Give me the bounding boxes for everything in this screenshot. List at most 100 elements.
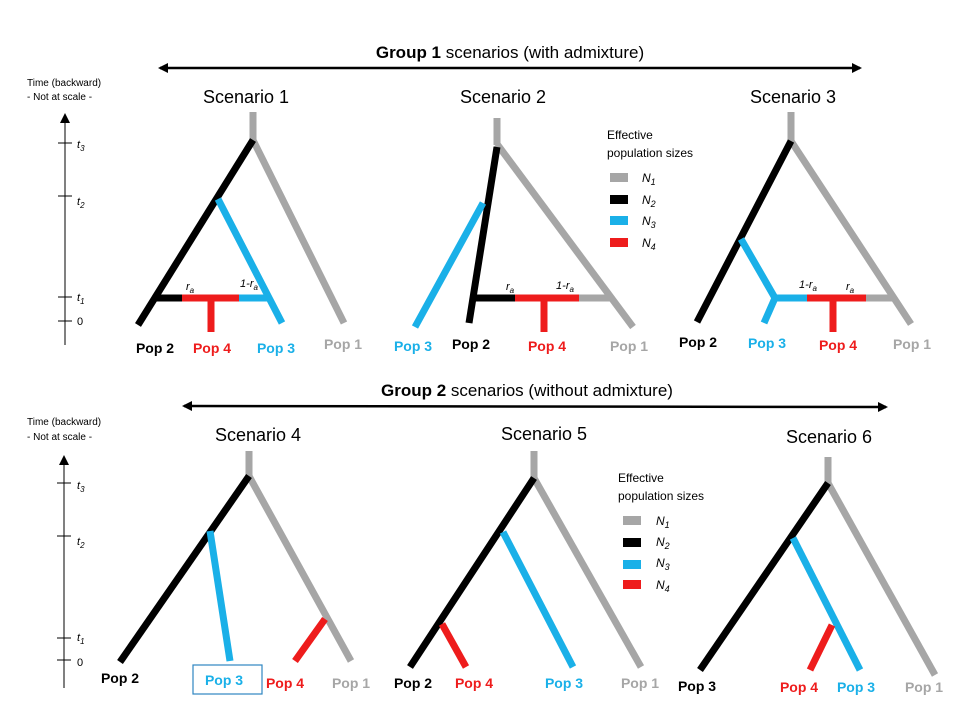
pop-label: Pop 3 xyxy=(748,335,786,351)
legend-swatch xyxy=(623,560,641,569)
time-axis-1: Time (backward) - Not at scale - t3 t2 t… xyxy=(27,78,101,345)
branch-pop2 xyxy=(693,139,795,324)
pop-label: Pop 1 xyxy=(610,338,648,354)
pop-label: Pop 2 xyxy=(679,334,717,350)
pop-label: Pop 4 xyxy=(780,679,818,695)
tick-zero: 0 xyxy=(77,657,83,669)
pop-label: Pop 3 xyxy=(678,678,716,694)
scenario-2-title: Scenario 2 xyxy=(460,87,546,107)
pop-label: Pop 1 xyxy=(893,336,931,352)
legend-swatch xyxy=(623,580,641,589)
branch-pop1 xyxy=(249,138,348,325)
branch-pop1 xyxy=(788,139,914,326)
time-axis-subtitle: - Not at scale - xyxy=(27,432,92,443)
tick-t2: t2 xyxy=(77,196,85,210)
branch-pop4 xyxy=(806,623,836,672)
scenario-4: Scenario 4 Pop 2 Pop 3 Pop 4 Pop 1 xyxy=(101,425,370,695)
legend-swatch xyxy=(610,195,628,204)
legend-label: N2 xyxy=(642,193,656,209)
branch-pop2 xyxy=(407,476,537,669)
time-axis-subtitle: - Not at scale - xyxy=(27,92,92,103)
scenario-5: Scenario 5 Pop 2 Pop 4 Pop 3 Pop 1 xyxy=(394,424,659,691)
branch-pop1 xyxy=(530,476,645,669)
scenario-6-title: Scenario 6 xyxy=(786,427,872,447)
pop-label: Pop 4 xyxy=(266,675,304,691)
branch-pop1 xyxy=(824,481,939,677)
scenario-5-title: Scenario 5 xyxy=(501,424,587,444)
tick-t3: t3 xyxy=(77,480,85,494)
rate-ra: ra xyxy=(506,281,515,295)
pop-label: Pop 2 xyxy=(136,340,174,356)
highlight-box xyxy=(192,664,263,695)
legend-label: N1 xyxy=(656,514,670,530)
tick-t2: t2 xyxy=(77,536,85,550)
legend-title: Effective xyxy=(618,471,664,485)
pop-label: Pop 1 xyxy=(324,336,362,352)
time-axis-2: Time (backward) - Not at scale - t3 t2 t… xyxy=(27,417,101,688)
legend-swatch xyxy=(610,238,628,247)
scenario-1-title: Scenario 1 xyxy=(203,87,289,107)
time-axis-title: Time (backward) xyxy=(27,417,101,428)
group2-title: Group 2 scenarios (without admixture) xyxy=(381,381,673,400)
legend-title: population sizes xyxy=(607,146,693,160)
branch-pop3 xyxy=(206,530,234,662)
pop-label: Pop 1 xyxy=(905,679,943,695)
tick-t3: t3 xyxy=(77,139,85,153)
pop-label: Pop 1 xyxy=(621,675,659,691)
legend-label: N3 xyxy=(656,556,670,572)
pop-label: Pop 4 xyxy=(455,675,493,691)
pop-label: Pop 2 xyxy=(452,336,490,352)
pop-label: Pop 2 xyxy=(101,670,139,686)
scenario-4-title: Scenario 4 xyxy=(215,425,301,445)
legend-1: Effective population sizes N1 N2 N3 N4 xyxy=(607,128,693,252)
branch-pop1 xyxy=(245,474,355,663)
pop-label: Pop 4 xyxy=(819,337,857,353)
branch-pop4 xyxy=(292,616,328,664)
pop-label: Pop 2 xyxy=(394,675,432,691)
rate-ra: ra xyxy=(186,281,195,295)
rate-1-ra: 1-ra xyxy=(240,278,258,292)
legend-label: N4 xyxy=(656,578,670,594)
legend-swatch xyxy=(623,538,641,547)
branch-pop3-lower xyxy=(760,296,779,325)
scenario-3-title: Scenario 3 xyxy=(750,87,836,107)
legend-label: N2 xyxy=(656,535,670,551)
scenario-2: Scenario 2 ra 1-ra Pop 3 Pop 2 Pop 4 Pop… xyxy=(394,87,648,354)
tick-t1: t1 xyxy=(77,632,85,646)
group2-span-arrow xyxy=(182,401,888,412)
branch-pop2 xyxy=(117,474,252,664)
pop-label: Pop 3 xyxy=(545,675,583,691)
pop-label: Pop 3 xyxy=(257,340,295,356)
rate-1-ra: 1-ra xyxy=(799,279,817,293)
legend-title: Effective xyxy=(607,128,653,142)
pop-label: Pop 3 xyxy=(205,672,243,688)
time-axis-title: Time (backward) xyxy=(27,78,101,89)
branch-pop3-black xyxy=(697,481,831,672)
legend-label: N4 xyxy=(642,236,656,252)
legend-label: N3 xyxy=(642,214,656,230)
legend-2: Effective population sizes N1 N2 N3 N4 xyxy=(618,471,704,594)
branch-pop3-upper xyxy=(737,237,779,300)
branch-pop2 xyxy=(135,138,256,327)
tick-t1: t1 xyxy=(77,292,85,306)
legend-title: population sizes xyxy=(618,489,704,503)
legend-label: N1 xyxy=(642,171,656,187)
rate-1-ra: 1-ra xyxy=(556,280,574,294)
pop-label: Pop 3 xyxy=(394,338,432,354)
legend-swatch xyxy=(623,516,641,525)
pop-label: Pop 4 xyxy=(528,338,566,354)
scenario-1: Scenario 1 ra 1-ra Pop 2 Pop 4 Pop 3 Pop… xyxy=(135,87,362,356)
branch-pop3 xyxy=(411,201,487,329)
branch-pop4 xyxy=(438,622,470,669)
scenario-6: Scenario 6 Pop 3 Pop 4 Pop 3 Pop 1 xyxy=(678,427,943,695)
tick-zero: 0 xyxy=(77,316,83,328)
legend-swatch xyxy=(610,216,628,225)
scenario-3: Scenario 3 1-ra ra Pop 2 Pop 3 Pop 4 Pop… xyxy=(679,87,931,353)
pop-label: Pop 3 xyxy=(837,679,875,695)
pop-label: Pop 4 xyxy=(193,340,231,356)
branch-pop3-blue xyxy=(789,536,864,672)
pop-label: Pop 1 xyxy=(332,675,370,691)
rate-ra: ra xyxy=(846,281,855,295)
branch-pop2 xyxy=(465,146,501,324)
